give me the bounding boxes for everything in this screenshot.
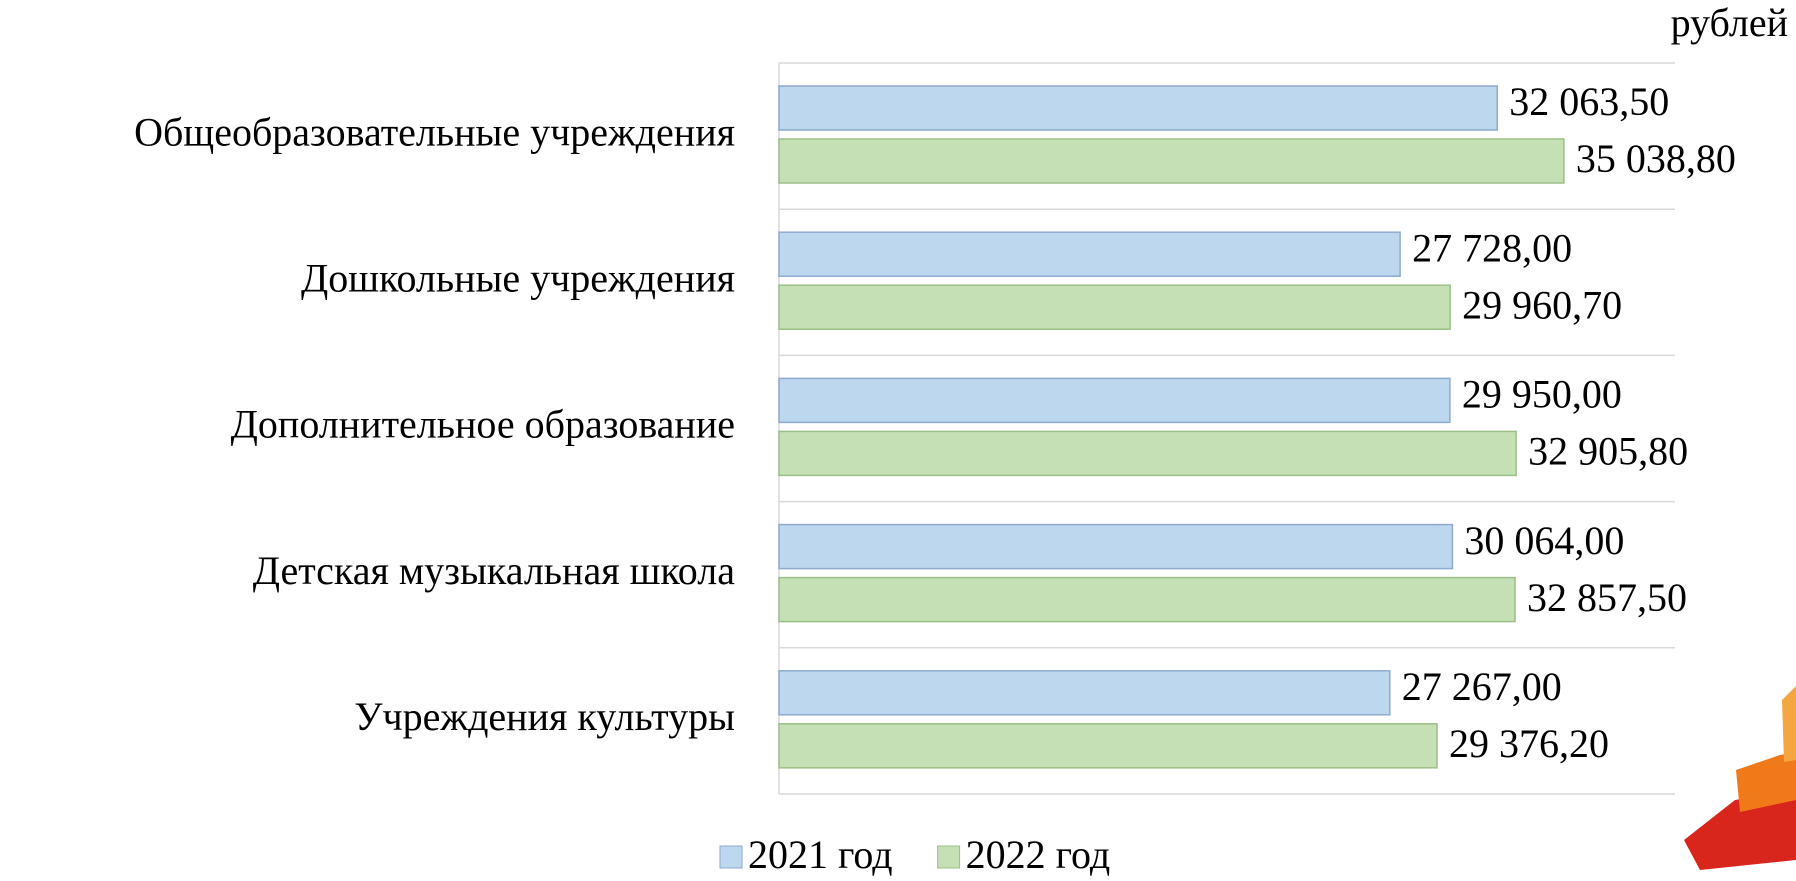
legend-label: 2021 год (748, 832, 893, 877)
y-tick-label: Детская музыкальная школа (253, 548, 736, 593)
y-tick-label: Общеобразовательные учреждения (134, 109, 735, 154)
value-label: 29 376,20 (1449, 721, 1609, 766)
bar (778, 576, 1516, 623)
unit-label: рублей (1671, 0, 1788, 45)
bar (778, 85, 1498, 131)
bar (778, 138, 1565, 184)
decoration (1684, 686, 1796, 870)
value-label: 32 063,50 (1509, 79, 1669, 124)
bar (778, 670, 1391, 716)
bar (778, 430, 1517, 477)
value-label: 29 950,00 (1462, 372, 1622, 417)
y-tick-label: Дополнительное образование (231, 402, 735, 447)
bar (778, 377, 1451, 424)
value-label: 27 267,00 (1402, 664, 1562, 709)
legend-swatch (719, 845, 743, 869)
legend-label: 2022 год (966, 832, 1111, 877)
legend-swatch (937, 845, 961, 869)
bar (778, 523, 1454, 570)
value-label: 29 960,70 (1462, 282, 1622, 327)
value-label: 35 038,80 (1576, 136, 1736, 181)
value-label: 27 728,00 (1412, 225, 1572, 270)
value-label: 30 064,00 (1464, 518, 1624, 563)
value-label: 32 857,50 (1527, 575, 1687, 620)
value-label: 32 905,80 (1528, 429, 1688, 474)
bar (778, 723, 1438, 769)
bar (778, 284, 1451, 330)
bar (778, 231, 1401, 277)
y-tick-label: Учреждения культуры (354, 694, 735, 739)
y-tick-label: Дошкольные учреждения (301, 255, 735, 300)
